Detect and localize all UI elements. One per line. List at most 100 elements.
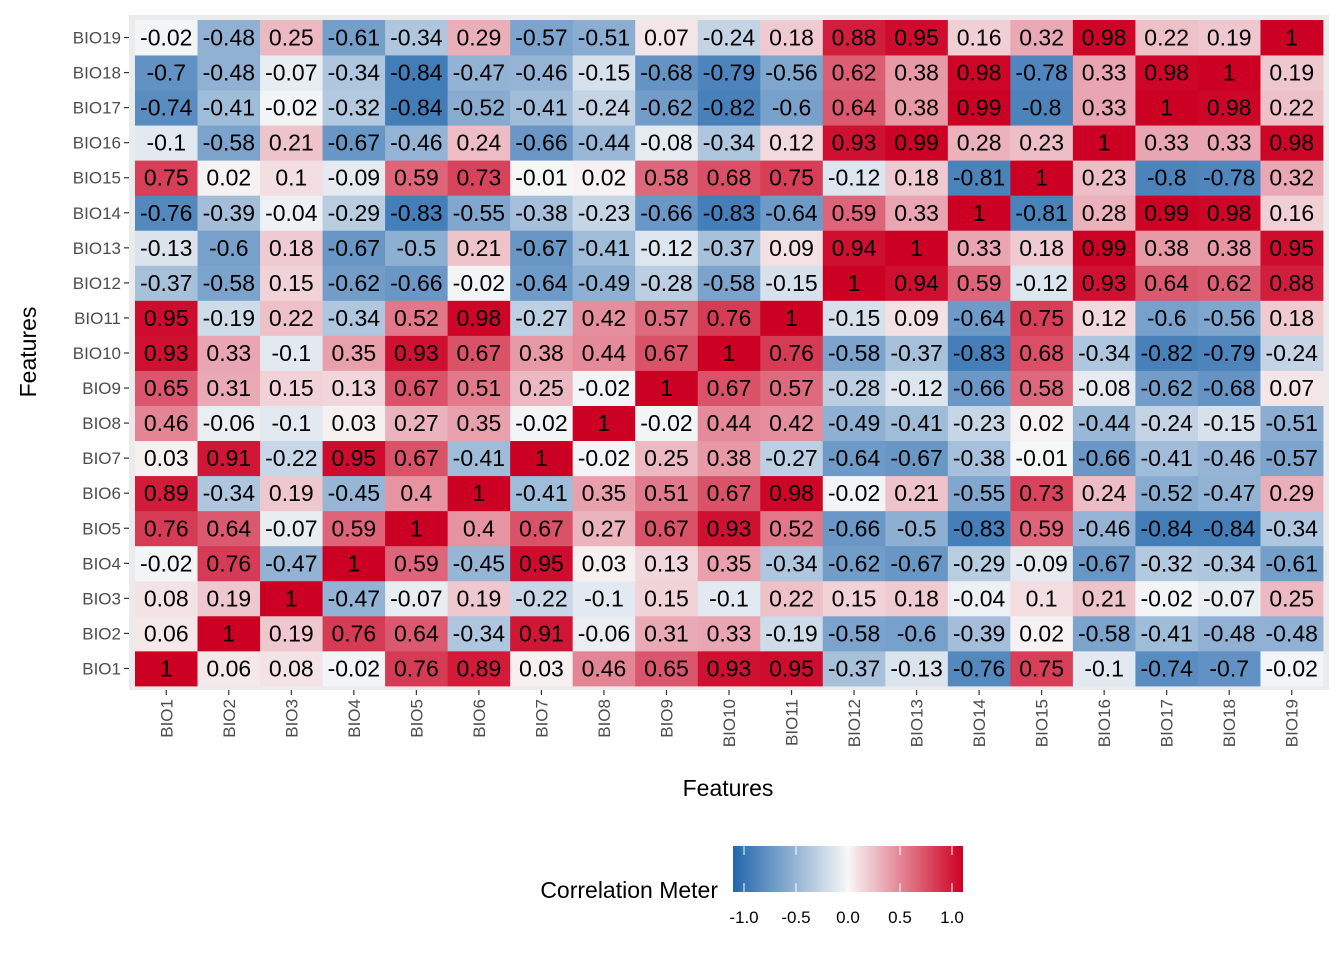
cell-value-BIO8-BIO11: 0.42 bbox=[582, 305, 627, 331]
heatmap-cell-BIO11-BIO12 bbox=[760, 265, 824, 301]
heatmap-cell-BIO7-BIO15 bbox=[510, 160, 574, 196]
cell-value-BIO10-BIO17: -0.82 bbox=[703, 95, 755, 121]
heatmap-cell-BIO3-BIO2 bbox=[260, 615, 323, 652]
color-legend: Correlation Meter -1.0 -0.5 0.0 0.5 1.0 bbox=[540, 846, 964, 927]
cell-value-BIO9-BIO9: 1 bbox=[660, 375, 673, 401]
heatmap-cell-BIO1-BIO12 bbox=[135, 265, 198, 301]
cell-value-BIO3-BIO14: -0.04 bbox=[265, 200, 318, 226]
heatmap-cell-BIO12-BIO17 bbox=[822, 90, 886, 126]
heatmap-cell-BIO13-BIO18 bbox=[885, 55, 949, 91]
heatmap-cell-BIO14-BIO7 bbox=[947, 440, 1011, 477]
heatmap-cell-BIO16-BIO16 bbox=[1072, 125, 1136, 161]
heatmap-cell-BIO10-BIO13 bbox=[697, 230, 761, 266]
x-tick-label-BIO15: BIO15 bbox=[1033, 699, 1052, 747]
cell-value-BIO11-BIO16: 0.12 bbox=[769, 130, 814, 156]
cell-value-BIO12-BIO9: -0.28 bbox=[828, 375, 880, 401]
heatmap-cell-BIO10-BIO18 bbox=[697, 55, 761, 91]
cell-value-BIO7-BIO9: 0.25 bbox=[519, 375, 564, 401]
cell-value-BIO13-BIO3: 0.18 bbox=[894, 585, 939, 611]
cell-value-BIO13-BIO7: -0.67 bbox=[890, 445, 942, 471]
heatmap-cell-BIO16-BIO13 bbox=[1072, 230, 1136, 266]
cell-value-BIO17-BIO1: -0.74 bbox=[1140, 655, 1193, 681]
y-tick-label-BIO7: BIO7 bbox=[82, 449, 121, 468]
cell-value-BIO6-BIO6: 1 bbox=[472, 480, 485, 506]
heatmap-cell-BIO6-BIO2 bbox=[447, 615, 511, 652]
cell-value-BIO15-BIO7: -0.01 bbox=[1015, 445, 1067, 471]
y-tick-label-BIO13: BIO13 bbox=[73, 239, 121, 258]
cell-value-BIO2-BIO13: -0.6 bbox=[209, 235, 249, 261]
heatmap-cell-BIO7-BIO6 bbox=[510, 475, 574, 512]
heatmap-cell-BIO7-BIO8 bbox=[510, 405, 574, 442]
cell-value-BIO5-BIO9: 0.67 bbox=[394, 375, 439, 401]
heatmap-cell-BIO4-BIO3 bbox=[322, 580, 386, 617]
cell-value-BIO4-BIO5: 0.59 bbox=[331, 515, 376, 541]
cell-value-BIO3-BIO18: -0.07 bbox=[265, 60, 317, 86]
heatmap-cell-BIO19-BIO8 bbox=[1260, 405, 1324, 442]
cell-value-BIO2-BIO18: -0.48 bbox=[203, 60, 255, 86]
heatmap-cell-BIO2-BIO8 bbox=[197, 405, 261, 442]
heatmap-cell-BIO2-BIO11 bbox=[197, 300, 261, 336]
heatmap-cell-BIO2-BIO14 bbox=[197, 195, 261, 231]
cell-value-BIO4-BIO11: -0.34 bbox=[328, 305, 381, 331]
cell-value-BIO11-BIO9: 0.57 bbox=[769, 375, 814, 401]
cell-value-BIO19-BIO18: 0.19 bbox=[1269, 60, 1314, 86]
cell-value-BIO10-BIO2: 0.33 bbox=[707, 620, 752, 646]
heatmap-cell-BIO2-BIO16 bbox=[197, 125, 261, 161]
x-tick-label-BIO7: BIO7 bbox=[532, 699, 551, 738]
heatmap-cell-BIO8-BIO18 bbox=[572, 55, 636, 91]
cell-value-BIO15-BIO12: -0.12 bbox=[1015, 270, 1067, 296]
heatmap-cell-BIO11-BIO11 bbox=[760, 300, 824, 336]
cell-value-BIO8-BIO13: -0.41 bbox=[578, 235, 630, 261]
legend-title: Correlation Meter bbox=[540, 877, 718, 903]
legend-ticks: -1.0 -0.5 0.0 0.5 1.0 bbox=[729, 846, 964, 927]
x-tick-label-BIO3: BIO3 bbox=[282, 699, 301, 738]
heatmap-cell-BIO12-BIO10 bbox=[822, 335, 886, 371]
cell-value-BIO14-BIO17: 0.99 bbox=[957, 95, 1002, 121]
heatmap-cell-BIO6-BIO9 bbox=[447, 370, 511, 406]
cell-value-BIO18-BIO18: 1 bbox=[1223, 60, 1236, 86]
cell-value-BIO2-BIO10: 0.33 bbox=[206, 340, 251, 366]
heatmap-cell-BIO8-BIO17 bbox=[572, 90, 636, 126]
heatmap-cell-BIO12-BIO13 bbox=[822, 230, 886, 266]
heatmap-cell-BIO17-BIO5 bbox=[1135, 510, 1199, 547]
heatmap-cell-BIO19-BIO16 bbox=[1260, 125, 1324, 161]
heatmap-cell-BIO13-BIO11 bbox=[885, 300, 949, 336]
cell-value-BIO16-BIO16: 1 bbox=[1098, 130, 1111, 156]
heatmap-cell-BIO5-BIO1 bbox=[385, 650, 449, 687]
cell-value-BIO7-BIO2: 0.91 bbox=[519, 620, 564, 646]
cell-value-BIO17-BIO11: -0.6 bbox=[1147, 305, 1187, 331]
cell-value-BIO13-BIO9: -0.12 bbox=[890, 375, 942, 401]
cell-value-BIO17-BIO9: -0.62 bbox=[1140, 375, 1192, 401]
cell-value-BIO9-BIO5: 0.67 bbox=[644, 515, 689, 541]
heatmap-cell-BIO10-BIO11 bbox=[697, 300, 761, 336]
heatmap-cell-BIO10-BIO8 bbox=[697, 405, 761, 442]
heatmap-cell-BIO9-BIO8 bbox=[635, 405, 699, 442]
cell-value-BIO10-BIO15: 0.68 bbox=[707, 165, 752, 191]
cell-value-BIO2-BIO6: -0.34 bbox=[203, 480, 256, 506]
heatmap-cell-BIO12-BIO19 bbox=[822, 20, 886, 56]
cell-value-BIO19-BIO15: 0.32 bbox=[1269, 165, 1314, 191]
cell-value-BIO10-BIO12: -0.58 bbox=[703, 270, 755, 296]
heatmap-cell-BIO19-BIO13 bbox=[1260, 230, 1324, 266]
y-tick-label-BIO5: BIO5 bbox=[82, 519, 121, 538]
heatmap-cell-BIO3-BIO10 bbox=[260, 335, 323, 371]
heatmap-cell-BIO18-BIO2 bbox=[1197, 615, 1261, 652]
cell-value-BIO17-BIO12: 0.64 bbox=[1144, 270, 1189, 296]
cell-value-BIO12-BIO11: -0.15 bbox=[828, 305, 880, 331]
heatmap-cell-BIO6-BIO4 bbox=[447, 545, 511, 582]
heatmap-cell-BIO10-BIO14 bbox=[697, 195, 761, 231]
cell-value-BIO7-BIO13: -0.67 bbox=[515, 235, 567, 261]
cell-value-BIO13-BIO12: 0.94 bbox=[894, 270, 939, 296]
heatmap-cell-BIO11-BIO2 bbox=[760, 615, 824, 652]
cell-value-BIO17-BIO7: -0.41 bbox=[1140, 445, 1192, 471]
cell-value-BIO11-BIO19: 0.18 bbox=[769, 25, 814, 51]
heatmap-cell-BIO5-BIO16 bbox=[385, 125, 449, 161]
cell-value-BIO7-BIO4: 0.95 bbox=[519, 550, 564, 576]
heatmap-cell-BIO9-BIO12 bbox=[635, 265, 699, 301]
heatmap-cell-BIO1-BIO15 bbox=[135, 160, 198, 196]
y-tick-label-BIO9: BIO9 bbox=[82, 379, 121, 398]
heatmap-cell-BIO11-BIO3 bbox=[760, 580, 824, 617]
cell-value-BIO18-BIO16: 0.33 bbox=[1207, 130, 1252, 156]
cell-value-BIO5-BIO11: 0.52 bbox=[394, 305, 439, 331]
cell-value-BIO15-BIO17: -0.8 bbox=[1022, 95, 1062, 121]
